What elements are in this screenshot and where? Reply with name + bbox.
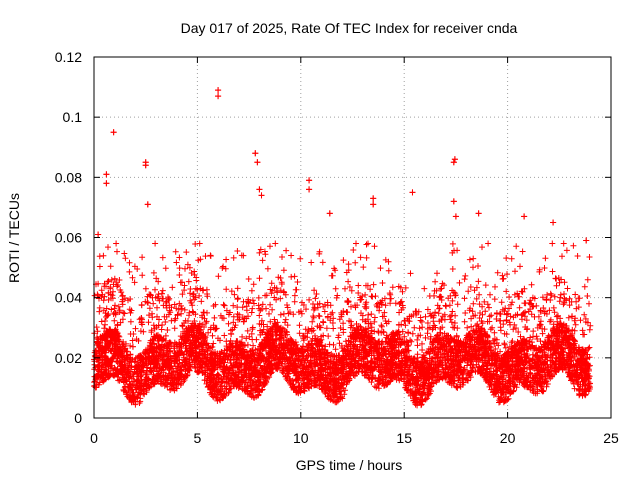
- outlier-point: [326, 210, 333, 217]
- y-tick-label: 0: [74, 410, 82, 426]
- roti-series-points: [91, 87, 594, 409]
- outlier-point: [256, 186, 263, 193]
- outlier-point: [450, 159, 457, 166]
- outlier-point: [95, 231, 102, 238]
- outlier-point: [370, 201, 377, 208]
- outlier-point: [306, 186, 313, 193]
- x-tick-label: 15: [396, 430, 412, 446]
- chart-title: Day 017 of 2025, Rate Of TEC Index for r…: [181, 20, 518, 36]
- outlier-point: [103, 171, 110, 178]
- outlier-point: [370, 195, 377, 202]
- outlier-point: [252, 150, 259, 157]
- outlier-point: [452, 213, 459, 220]
- x-axis-title: GPS time / hours: [296, 457, 403, 473]
- outlier-point: [475, 210, 482, 217]
- outlier-point: [110, 129, 117, 136]
- y-axis-title: ROTI / TECUs: [6, 193, 22, 283]
- outlier-point: [451, 156, 458, 163]
- y-tick-label: 0.02: [55, 350, 82, 366]
- y-tick-label: 0.08: [55, 169, 82, 185]
- y-tick-label: 0.12: [55, 49, 82, 65]
- outlier-point: [144, 201, 151, 208]
- tick-labels: 0 5 10 15 20 25 0 0.02 0.04 0.06 0.08 0.1 0.12: [55, 49, 619, 446]
- outlier-point: [409, 189, 416, 196]
- outlier-point: [142, 162, 149, 169]
- outlier-point: [550, 219, 557, 226]
- y-tick-label: 0.1: [63, 109, 83, 125]
- outlier-point: [306, 177, 313, 184]
- outlier-point: [215, 93, 222, 100]
- x-tick-label: 0: [90, 430, 98, 446]
- outlier-point: [258, 192, 265, 199]
- x-tick-label: 5: [194, 430, 202, 446]
- y-tick-label: 0.04: [55, 290, 82, 306]
- outlier-point: [450, 198, 457, 205]
- x-tick-label: 20: [500, 430, 516, 446]
- axis-ticks: [93, 56, 612, 419]
- outlier-point: [254, 159, 261, 166]
- outlier-point: [215, 87, 222, 94]
- outlier-point: [521, 213, 528, 220]
- x-tick-label: 10: [293, 430, 309, 446]
- y-tick-label: 0.06: [55, 230, 82, 246]
- x-tick-label: 25: [603, 430, 619, 446]
- outlier-point: [583, 237, 590, 244]
- data-points: [91, 87, 594, 409]
- outlier-point: [103, 180, 110, 187]
